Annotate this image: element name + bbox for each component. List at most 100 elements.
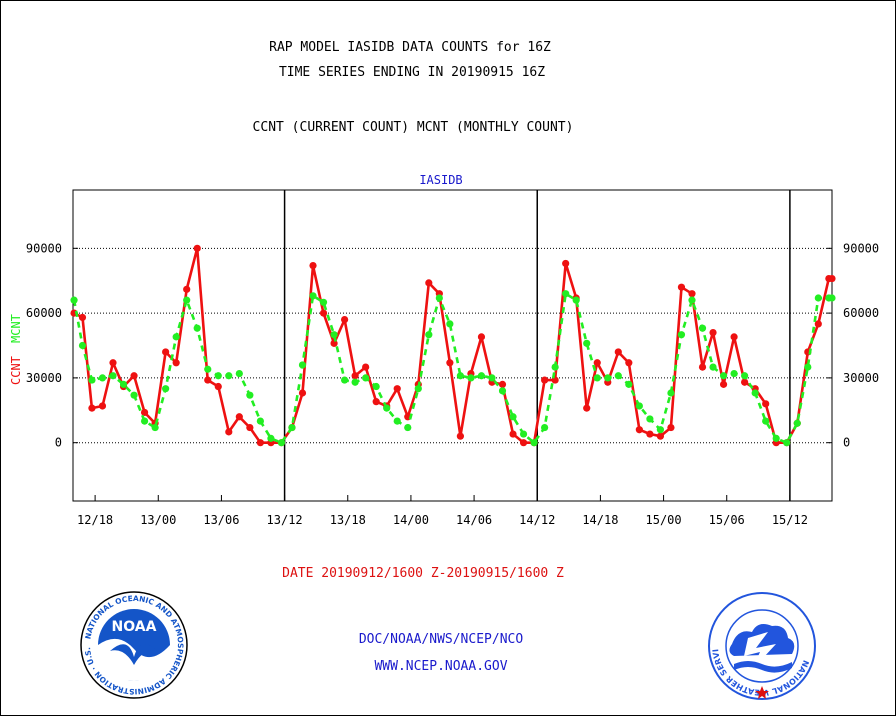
- data-point-ccnt: [362, 363, 370, 371]
- chart-title-line2: TIME SERIES ENDING IN 20190915 16Z: [278, 65, 546, 80]
- plot-frame: [72, 189, 833, 502]
- noaa-logo[interactable]: NATIONAL OCEANIC AND ATMOSPHERIC ADMINIS…: [80, 591, 188, 699]
- date-range-label: DATE 20190912/1600 Z-20190915/1600 Z: [282, 566, 564, 581]
- data-point-mcnt: [70, 296, 78, 304]
- data-point-mcnt: [151, 423, 159, 432]
- data-point-mcnt: [404, 423, 412, 432]
- data-point-mcnt: [519, 430, 528, 438]
- data-point-ccnt: [625, 359, 633, 367]
- data-point-mcnt: [414, 385, 422, 393]
- data-point-mcnt: [446, 320, 454, 328]
- data-point-ccnt: [214, 382, 222, 391]
- data-point-mcnt: [362, 374, 370, 382]
- plot-area: 0 0 30000 30000 60000 60000 90000 90000 12/18 13/…: [26, 189, 879, 527]
- data-point-ccnt: [677, 283, 686, 291]
- data-point-ccnt: [183, 285, 191, 293]
- data-point-mcnt: [604, 374, 612, 382]
- data-point-mcnt: [646, 415, 654, 423]
- x-tick-label: 14/06: [456, 513, 492, 527]
- y-tick-label-right: 90000: [843, 241, 879, 255]
- data-point-mcnt: [183, 296, 191, 304]
- data-point-ccnt: [456, 432, 464, 440]
- data-point-mcnt: [572, 296, 580, 304]
- data-point-mcnt: [277, 439, 286, 447]
- data-point-ccnt: [140, 408, 149, 417]
- y-tick-label-left: 90000: [26, 241, 62, 255]
- noaa-logo-text: NOAA: [112, 619, 157, 635]
- data-point-ccnt: [425, 279, 433, 287]
- data-point-mcnt: [288, 423, 296, 432]
- data-point-ccnt: [235, 413, 243, 421]
- org-link[interactable]: DOC/NOAA/NWS/NCEP/NCO: [358, 632, 524, 647]
- data-point-mcnt: [741, 372, 749, 380]
- data-point-mcnt: [193, 324, 201, 332]
- data-point-ccnt: [667, 423, 675, 432]
- data-point-ccnt: [741, 378, 749, 386]
- x-tick-label: 13/06: [203, 513, 239, 527]
- website-link[interactable]: WWW.NCEP.NOAA.GOV: [374, 659, 508, 674]
- data-point-mcnt: [140, 417, 149, 425]
- data-point-ccnt: [688, 290, 696, 298]
- data-point-mcnt: [551, 363, 559, 371]
- data-point-ccnt: [88, 404, 96, 412]
- data-point-ccnt: [204, 376, 212, 384]
- x-tick-label: 15/00: [646, 513, 682, 527]
- y-tick-label-right: 60000: [843, 306, 879, 320]
- data-point-mcnt: [78, 341, 87, 350]
- data-point-ccnt: [646, 430, 654, 438]
- data-point-mcnt: [235, 369, 243, 378]
- data-point-mcnt: [509, 413, 517, 421]
- data-point-mcnt: [467, 374, 475, 382]
- data-point-ccnt: [98, 402, 107, 410]
- data-point-ccnt: [614, 348, 622, 356]
- data-point-mcnt: [225, 372, 233, 380]
- data-point-mcnt: [635, 402, 643, 410]
- nws-logo[interactable]: NATIONAL WEATHER SERVICE: [708, 592, 816, 700]
- data-point-mcnt: [530, 439, 538, 447]
- data-point-mcnt: [593, 374, 601, 382]
- data-point-ccnt: [246, 423, 254, 432]
- data-point-mcnt: [677, 331, 686, 339]
- data-point-mcnt: [298, 361, 307, 369]
- chart-panel-label: IASIDB: [419, 173, 462, 187]
- data-point-mcnt: [425, 331, 433, 339]
- data-point-ccnt: [762, 400, 770, 408]
- x-tick-label: 15/12: [772, 513, 808, 527]
- data-point-mcnt: [372, 382, 380, 391]
- data-point-mcnt: [783, 439, 791, 447]
- data-point-ccnt: [730, 333, 738, 341]
- data-point-mcnt: [435, 294, 443, 302]
- data-point-mcnt: [383, 404, 391, 412]
- data-point-ccnt: [583, 404, 591, 412]
- data-point-ccnt: [593, 359, 601, 367]
- data-point-mcnt: [804, 363, 812, 371]
- data-point-mcnt: [309, 292, 317, 300]
- data-point-mcnt: [204, 365, 212, 373]
- data-point-mcnt: [498, 387, 507, 395]
- data-point-ccnt: [130, 372, 138, 380]
- series-line-ccnt: [73, 247, 832, 445]
- data-point-ccnt: [319, 309, 328, 317]
- data-point-ccnt: [225, 428, 233, 436]
- y-tick-label-left: 30000: [26, 371, 62, 385]
- data-point-ccnt: [393, 385, 401, 393]
- data-point-mcnt: [351, 378, 359, 386]
- y-label-ccnt: CCNT: [9, 356, 23, 385]
- data-point-mcnt: [393, 417, 401, 425]
- data-point-mcnt: [456, 372, 464, 380]
- data-point-mcnt: [541, 423, 549, 432]
- data-point-ccnt: [172, 359, 180, 367]
- data-point-ccnt: [351, 372, 359, 380]
- data-point-mcnt: [109, 372, 117, 380]
- data-point-mcnt: [488, 374, 496, 382]
- data-point-ccnt: [828, 274, 836, 283]
- data-point-mcnt: [656, 426, 665, 434]
- data-point-mcnt: [828, 294, 836, 302]
- data-point-ccnt: [477, 333, 486, 341]
- x-tick-label: 14/18: [582, 513, 618, 527]
- data-point-ccnt: [372, 398, 380, 406]
- data-point-mcnt: [583, 339, 591, 347]
- data-point-mcnt: [814, 294, 822, 302]
- data-point-ccnt: [162, 348, 170, 356]
- y-tick-label-left: 60000: [26, 306, 62, 320]
